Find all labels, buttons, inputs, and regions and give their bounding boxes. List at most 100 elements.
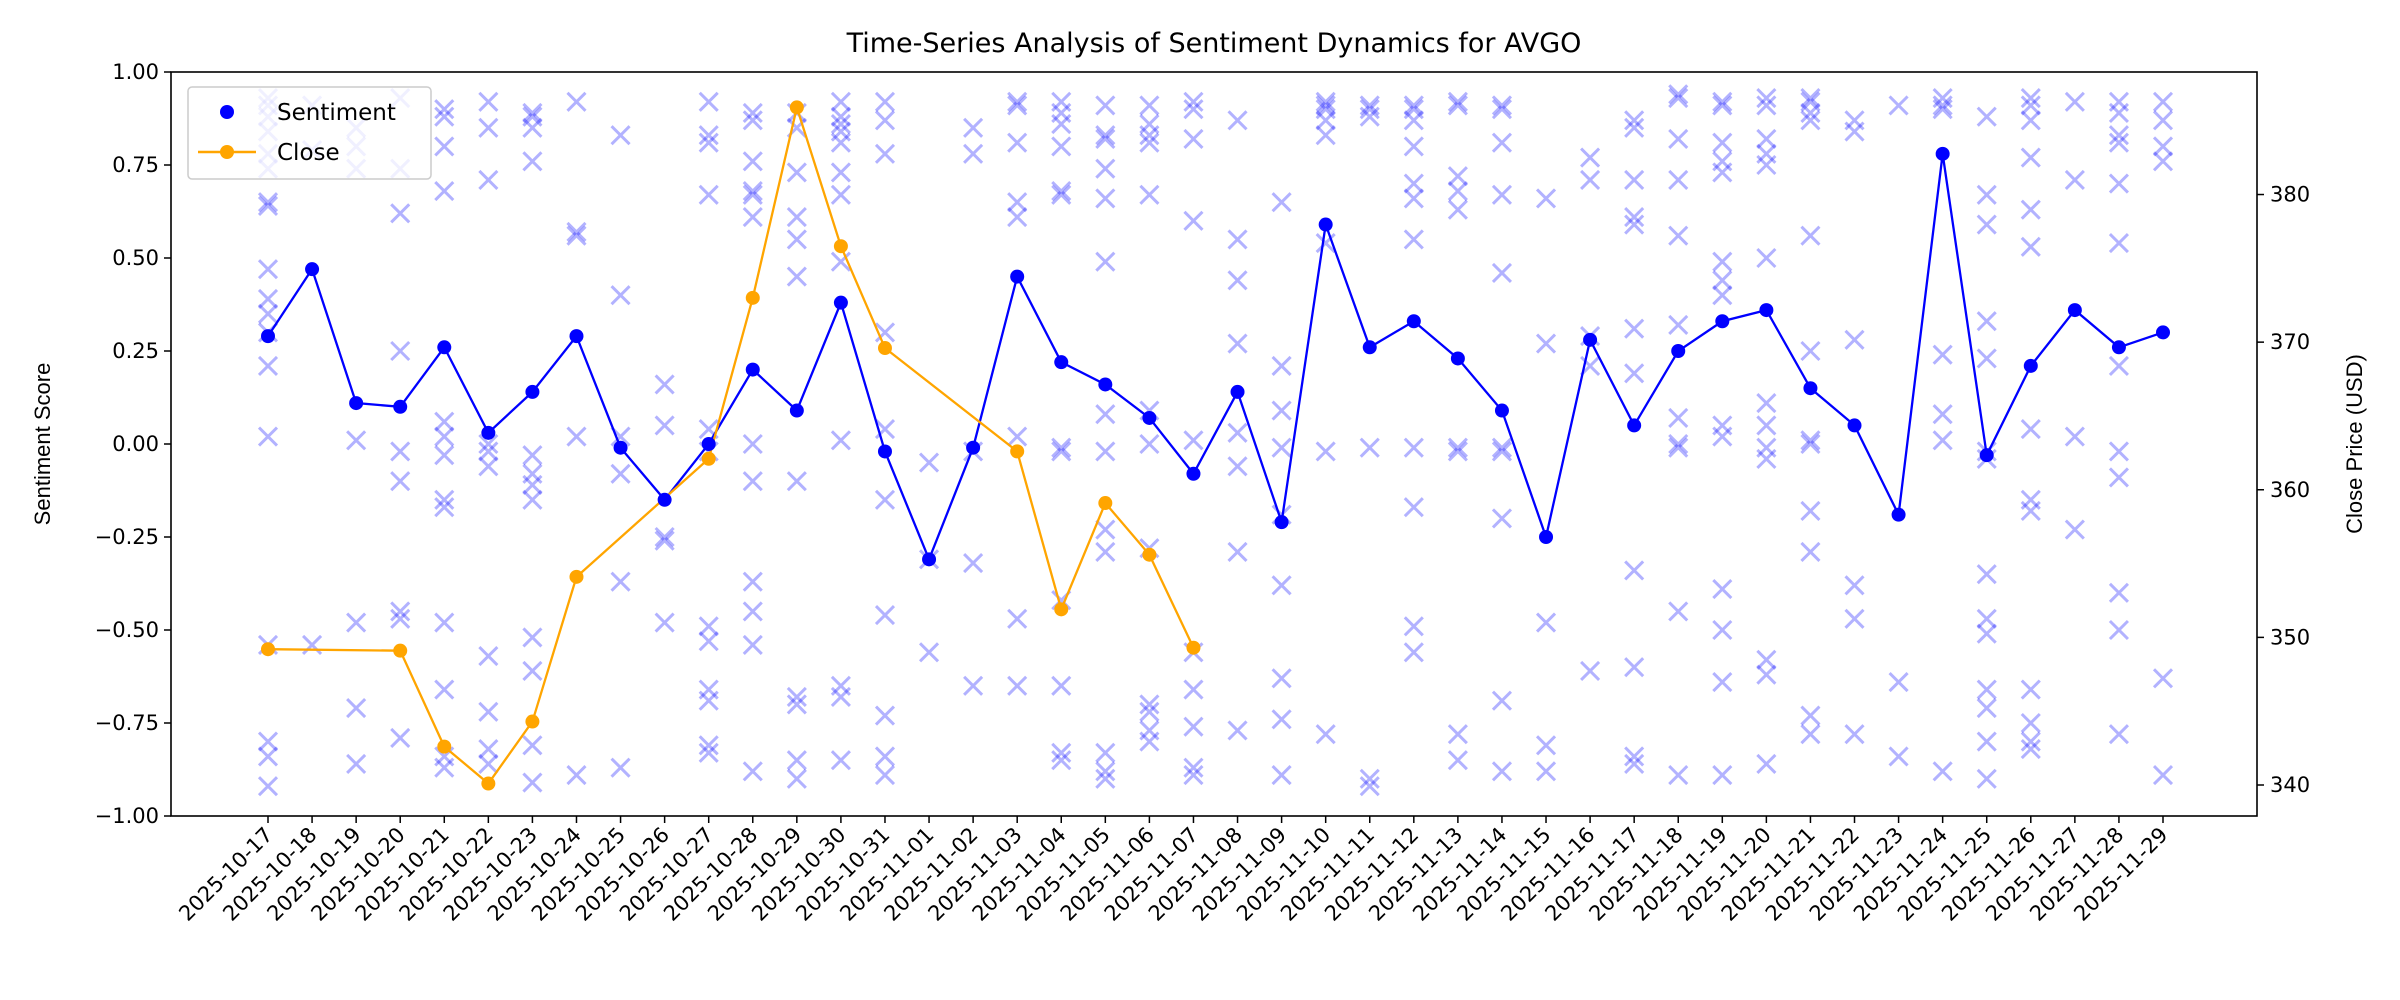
score-marker bbox=[918, 642, 940, 663]
score-marker bbox=[1712, 672, 1733, 693]
score-marker bbox=[1315, 95, 1336, 116]
score-marker bbox=[1624, 214, 1645, 235]
sentiment-point bbox=[1583, 332, 1598, 347]
score-marker bbox=[1315, 441, 1336, 462]
score-marker bbox=[2108, 132, 2129, 153]
score-marker bbox=[2108, 102, 2129, 123]
score-marker bbox=[963, 675, 984, 696]
legend-sentiment-label: Sentiment bbox=[277, 100, 396, 126]
score-marker bbox=[2108, 582, 2129, 603]
score-marker bbox=[1624, 753, 1645, 774]
score-marker bbox=[257, 731, 279, 752]
y-tick-label: 0.50 bbox=[112, 246, 159, 270]
score-marker bbox=[1183, 757, 1204, 778]
score-marker bbox=[1271, 192, 1292, 213]
close-line bbox=[267, 103, 1195, 786]
score-marker bbox=[257, 776, 279, 797]
score-marker bbox=[1315, 125, 1336, 146]
sentiment-point bbox=[1054, 355, 1069, 370]
score-marker bbox=[2108, 467, 2129, 488]
score-marker bbox=[1624, 657, 1645, 678]
score-marker bbox=[1007, 192, 1028, 213]
score-marker bbox=[1095, 742, 1116, 763]
score-marker bbox=[257, 746, 279, 767]
score-marker bbox=[830, 750, 851, 771]
score-marker bbox=[1668, 314, 1689, 336]
score-marker bbox=[257, 303, 279, 324]
score-marker bbox=[654, 415, 675, 436]
score-marker bbox=[1095, 541, 1116, 562]
score-marker bbox=[1844, 575, 1865, 596]
score-marker bbox=[1844, 329, 1865, 350]
score-marker bbox=[830, 686, 851, 708]
score-marker bbox=[874, 91, 896, 112]
score-marker bbox=[2020, 489, 2041, 510]
score-marker bbox=[1051, 742, 1072, 763]
score-marker bbox=[1712, 251, 1733, 272]
score-marker bbox=[1095, 158, 1116, 179]
score-marker bbox=[2108, 91, 2129, 112]
score-marker bbox=[257, 288, 279, 309]
score-marker bbox=[2152, 668, 2174, 689]
score-marker bbox=[1051, 180, 1072, 202]
score-marker bbox=[1183, 430, 1204, 451]
score-marker bbox=[2152, 151, 2174, 172]
y2-tick-label: 360 bbox=[2270, 478, 2310, 502]
score-marker bbox=[1359, 95, 1380, 116]
close-point bbox=[1098, 496, 1113, 511]
score-marker bbox=[1712, 151, 1733, 172]
score-marker bbox=[1095, 768, 1116, 789]
score-marker bbox=[1095, 441, 1116, 462]
score-marker bbox=[918, 452, 940, 473]
score-marker bbox=[1580, 660, 1601, 681]
score-marker bbox=[1976, 564, 1997, 585]
score-marker bbox=[1403, 110, 1424, 131]
score-marker bbox=[786, 471, 807, 492]
score-marker bbox=[257, 195, 279, 216]
close-point bbox=[481, 776, 496, 791]
score-marker bbox=[1139, 132, 1160, 153]
sentiment-point bbox=[701, 437, 716, 451]
score-marker bbox=[257, 259, 279, 280]
score-marker bbox=[1447, 199, 1468, 220]
score-marker bbox=[257, 192, 279, 213]
sentiment-point bbox=[437, 340, 452, 355]
score-marker bbox=[1712, 426, 1733, 447]
score-marker bbox=[1095, 404, 1116, 425]
score-marker bbox=[1976, 311, 1997, 332]
score-marker bbox=[1800, 500, 1821, 522]
score-marker bbox=[478, 441, 499, 462]
score-marker bbox=[434, 445, 455, 466]
score-marker bbox=[874, 489, 896, 510]
score-marker bbox=[434, 99, 455, 120]
score-marker bbox=[1403, 95, 1424, 116]
series-layer bbox=[261, 100, 2170, 791]
sentiment-point bbox=[1494, 403, 1509, 418]
score-marker bbox=[1976, 731, 1997, 752]
score-marker bbox=[478, 117, 499, 138]
score-marker bbox=[654, 526, 675, 548]
score-marker bbox=[346, 612, 367, 633]
score-marker bbox=[1271, 437, 1292, 458]
score-marker bbox=[1315, 233, 1336, 254]
score-marker bbox=[1227, 270, 1248, 291]
sentiment-point bbox=[1406, 314, 1421, 329]
close-point bbox=[745, 290, 760, 305]
score-marker bbox=[1535, 612, 1557, 633]
score-marker bbox=[346, 698, 367, 719]
close-point bbox=[1142, 547, 1157, 562]
score-marker bbox=[830, 675, 851, 696]
sentiment-point bbox=[2023, 358, 2038, 373]
score-marker bbox=[390, 601, 411, 622]
sentiment-point bbox=[1142, 410, 1157, 425]
score-marker bbox=[522, 445, 543, 466]
score-marker bbox=[1535, 333, 1557, 354]
score-marker bbox=[1844, 110, 1865, 131]
y-tick-label: 0.25 bbox=[112, 339, 159, 363]
score-marker bbox=[2152, 110, 2174, 131]
score-marker bbox=[1932, 99, 1953, 120]
score-marker bbox=[1095, 519, 1116, 540]
score-marker bbox=[1139, 694, 1160, 715]
score-marker bbox=[1624, 169, 1645, 190]
score-marker bbox=[2108, 619, 2129, 641]
